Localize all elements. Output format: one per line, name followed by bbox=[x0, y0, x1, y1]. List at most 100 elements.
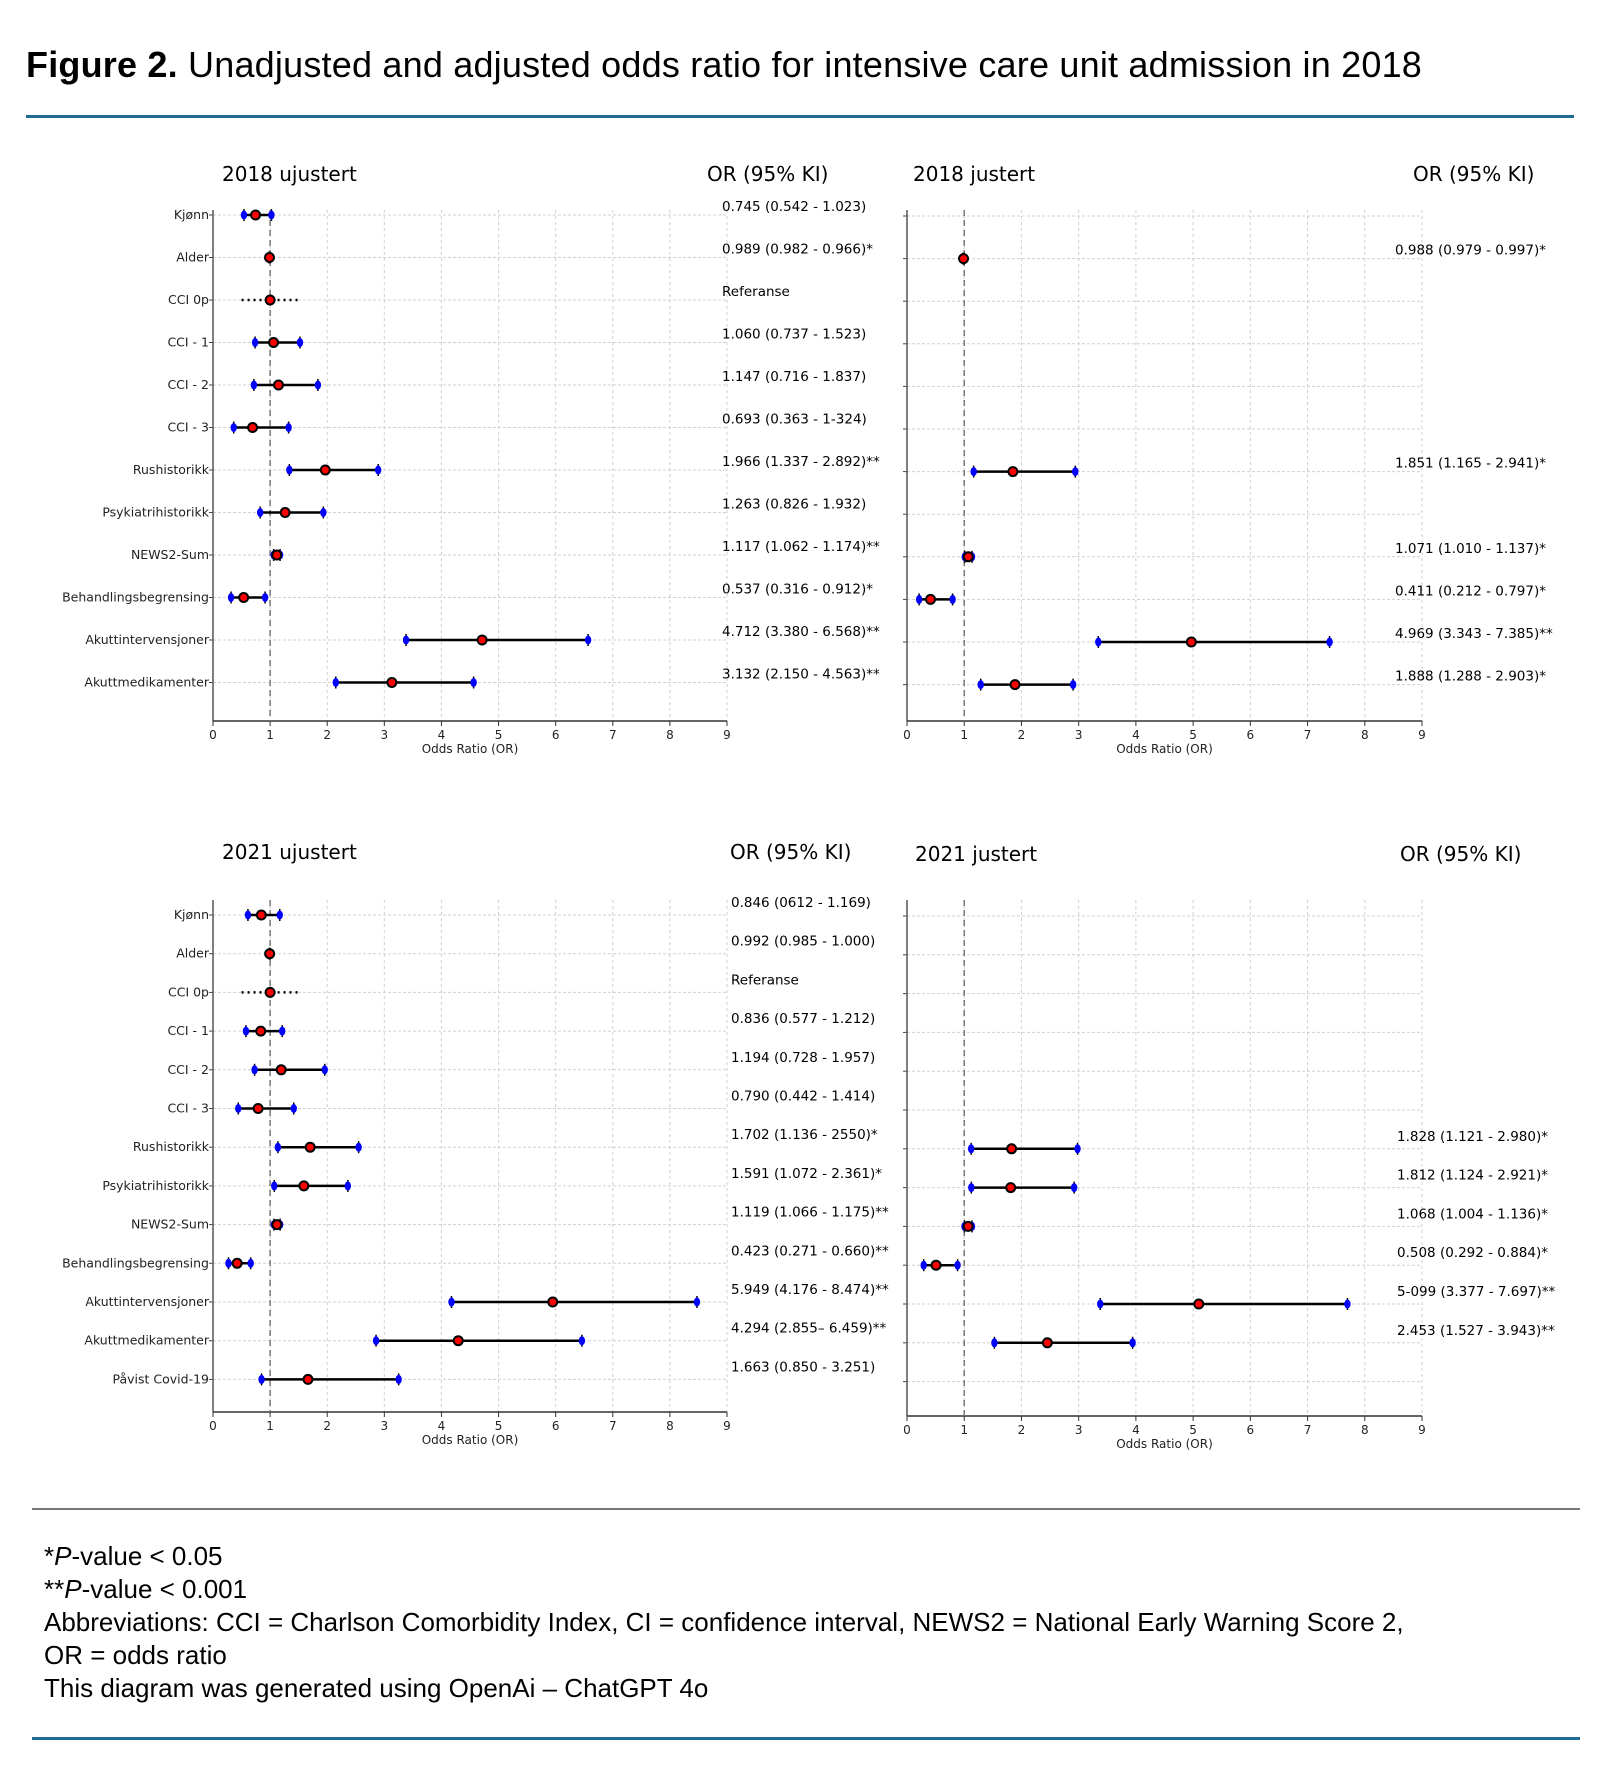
or-point bbox=[930, 1259, 942, 1271]
x-tick-label: 3 bbox=[1075, 1423, 1083, 1437]
footnotes: *P-value < 0.05 **P-value < 0.001 Abbrev… bbox=[44, 1540, 1404, 1705]
x-tick-label: 2 bbox=[1018, 728, 1026, 742]
ci-lower-marker bbox=[250, 380, 258, 390]
x-tick-label: 9 bbox=[1418, 1423, 1426, 1437]
or-ci-text: 1.851 (1.165 - 2.941)* bbox=[1395, 456, 1546, 472]
x-tick-label: 5 bbox=[1189, 1423, 1197, 1437]
or-ci-text: 1.147 (0.716 - 1.837) bbox=[722, 369, 866, 385]
ci-upper-marker bbox=[949, 594, 956, 604]
x-tick-label: 0 bbox=[209, 728, 217, 742]
or-ci-text: 1.966 (1.337 - 2.892)** bbox=[722, 454, 880, 470]
or-ci-text: 1.828 (1.121 - 2.980)* bbox=[1397, 1129, 1548, 1145]
ci-upper-marker bbox=[247, 1258, 254, 1268]
ci-lower-marker bbox=[968, 1183, 975, 1193]
or-ci-header: OR (95% KI) bbox=[1400, 842, 1522, 866]
or-ci-text: 1.068 (1.004 - 1.136)* bbox=[1397, 1206, 1548, 1222]
ci-upper-marker bbox=[320, 508, 327, 517]
x-axis-label: Odds Ratio (OR) bbox=[1116, 742, 1213, 756]
x-tick-label: 8 bbox=[1361, 1423, 1369, 1437]
ci-lower-marker bbox=[258, 1374, 265, 1384]
x-tick-label: 8 bbox=[666, 728, 674, 742]
or-point bbox=[302, 1373, 314, 1385]
or-point bbox=[1193, 1298, 1205, 1310]
ci-lower-marker bbox=[991, 1338, 998, 1348]
panel-title: 2021 ujustert bbox=[222, 840, 357, 864]
or-point bbox=[275, 1064, 287, 1076]
or-point bbox=[1007, 466, 1019, 478]
footnote-text: -value < 0.05 bbox=[71, 1541, 223, 1571]
or-point bbox=[279, 507, 291, 518]
footnote-generated: This diagram was generated using OpenAi … bbox=[44, 1673, 709, 1703]
ci-upper-marker bbox=[1344, 1299, 1351, 1309]
or-ci-text: 1.663 (0.850 - 3.251) bbox=[731, 1359, 875, 1375]
or-ci-text: 0.988 (0.979 - 0.997)* bbox=[1395, 243, 1546, 259]
panel-2021-adjusted: 2021 justert OR (95% KI) 0 1 2 3 4 5 6 7 8 9 Odds … bbox=[0, 830, 1600, 1451]
ci-lower-marker bbox=[286, 465, 293, 475]
or-point bbox=[962, 1220, 974, 1232]
or-point bbox=[271, 549, 283, 561]
or-ci-text: 0.992 (0.985 - 1.000) bbox=[731, 934, 875, 950]
or-ci-text: 0.693 (0.363 - 1-324) bbox=[722, 412, 867, 428]
ci-upper-marker bbox=[355, 1142, 362, 1152]
figure-title: Figure 2. Unadjusted and adjusted odds r… bbox=[26, 44, 1422, 86]
or-ci-text: 0.508 (0.292 - 0.884)* bbox=[1397, 1245, 1548, 1261]
ci-upper-marker bbox=[314, 380, 322, 390]
row-label: Akuttmedikamenter bbox=[84, 675, 209, 690]
x-tick-label: 4 bbox=[438, 1419, 446, 1433]
or-ci-text: 0.411 (0.212 - 0.797)* bbox=[1395, 583, 1546, 599]
panel-2018-adjusted: 2018 justert OR (95% KI) 0 1 2 3 4 5 6 7 8 9 Odds … bbox=[0, 150, 1600, 770]
row-label: Psykiatrihistorikk bbox=[102, 1178, 209, 1193]
ci-lower-marker bbox=[970, 467, 977, 477]
ci-upper-marker bbox=[261, 593, 269, 602]
or-ci-text: 1.812 (1.124 - 2.921)* bbox=[1397, 1168, 1548, 1184]
or-ci-text: 1.060 (0.737 - 1.523) bbox=[722, 327, 866, 343]
row-label: CCI 0p bbox=[168, 292, 209, 307]
row-label: Psykiatrihistorikk bbox=[102, 505, 209, 520]
or-point bbox=[255, 1025, 267, 1037]
x-tick-label: 6 bbox=[552, 728, 560, 742]
or-ci-text: 1.263 (0.826 - 1.932) bbox=[722, 497, 866, 513]
ci-lower-marker bbox=[244, 910, 252, 920]
or-ci-text: 4.969 (3.343 - 7.385)** bbox=[1395, 626, 1553, 642]
row-label: Kjønn bbox=[174, 907, 209, 922]
or-ci-text: 1.702 (1.136 - 2550)* bbox=[731, 1127, 878, 1143]
x-axis-label: Odds Ratio (OR) bbox=[422, 742, 519, 756]
ci-upper-marker bbox=[268, 210, 275, 220]
or-point bbox=[264, 948, 276, 960]
or-point bbox=[264, 986, 276, 998]
panel-2018-unadjusted: 2018 ujustert OR (95% KI) 0 1 2 3 4 5 6 7 8 9 Odds… bbox=[0, 150, 900, 770]
ci-lower-marker bbox=[242, 1026, 250, 1036]
x-tick-label: 9 bbox=[1418, 728, 1426, 742]
or-ci-header: OR (95% KI) bbox=[730, 840, 852, 864]
or-point bbox=[271, 1219, 283, 1231]
or-point bbox=[264, 294, 276, 306]
row-label: CCI - 3 bbox=[167, 1101, 209, 1116]
ci-upper-marker bbox=[1070, 1183, 1078, 1193]
middle-rule bbox=[32, 1508, 1580, 1510]
ci-lower-marker bbox=[274, 1142, 282, 1152]
footnote-text: -value < 0.001 bbox=[81, 1574, 248, 1604]
forest-plot-2018-unadjusted: 0 1 2 3 4 5 6 7 8 9 Odds Ratio (OR) Kjønn 0.745 (0.5… bbox=[62, 199, 880, 756]
figure-label: Figure 2. bbox=[26, 44, 178, 85]
x-axis-label: Odds Ratio (OR) bbox=[422, 1433, 519, 1447]
ci-upper-marker bbox=[1326, 637, 1333, 647]
x-tick-label: 0 bbox=[209, 1419, 217, 1433]
ci-upper-marker bbox=[344, 1181, 352, 1191]
x-tick-label: 1 bbox=[960, 1423, 968, 1437]
or-ci-text: 1.117 (1.062 - 1.174)** bbox=[722, 539, 880, 555]
or-ci-text: 0.745 (0.542 - 1.023) bbox=[722, 199, 866, 215]
x-tick-label: 1 bbox=[266, 1419, 274, 1433]
or-point bbox=[298, 1180, 310, 1192]
ci-lower-marker bbox=[1095, 637, 1102, 647]
x-tick-label: 7 bbox=[609, 1419, 617, 1433]
or-ci-text: Referanse bbox=[731, 972, 799, 988]
or-ci-text: 1.071 (1.010 - 1.137)* bbox=[1395, 541, 1546, 557]
or-ci-text: 4.712 (3.380 - 6.568)** bbox=[722, 624, 880, 640]
row-label: Rushistorikk bbox=[133, 462, 210, 477]
ci-upper-marker bbox=[1072, 467, 1079, 477]
footnote-italic: P bbox=[54, 1541, 72, 1571]
x-tick-label: 5 bbox=[1189, 728, 1197, 742]
ci-lower-marker bbox=[230, 423, 237, 432]
top-rule bbox=[26, 115, 1574, 118]
ci-upper-marker bbox=[1069, 680, 1077, 690]
